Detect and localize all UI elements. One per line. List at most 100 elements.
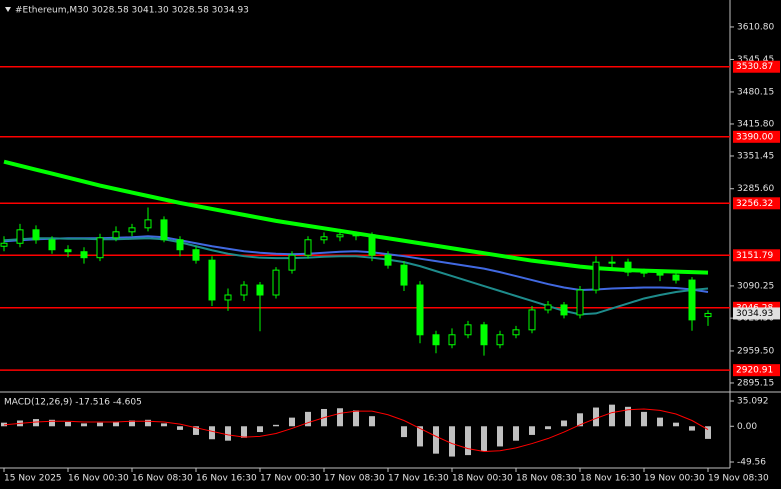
x-tick-label: 19 Nov 08:30 (708, 474, 769, 484)
x-tick-label: 18 Nov 08:30 (516, 474, 577, 484)
x-tick-label: 17 Nov 08:30 (324, 474, 385, 484)
histogram-bar (529, 426, 535, 435)
candle-body (400, 264, 408, 286)
last-price-box (733, 307, 780, 320)
x-tick-label: 18 Nov 16:30 (580, 474, 641, 484)
histogram-bar (257, 426, 263, 433)
x-tick-label: 16 Nov 08:30 (132, 474, 193, 484)
histogram-bar (129, 420, 135, 427)
x-tick-label: 18 Nov 00:30 (452, 474, 513, 484)
menu-arrow[interactable] (5, 7, 11, 12)
histogram-bar (337, 408, 343, 427)
level-box (733, 249, 780, 262)
histogram-bar (561, 420, 567, 427)
candle-body (352, 234, 360, 237)
level-box (733, 60, 780, 73)
level-label: 3390.00 (736, 132, 773, 142)
candle-body (688, 279, 696, 321)
y-tick-label: 35.092 (737, 396, 769, 406)
histogram-bar (353, 410, 359, 427)
candle-body (496, 334, 504, 346)
level-label: 3151.79 (736, 251, 773, 261)
histogram-bar (209, 426, 215, 440)
histogram-bar (289, 417, 295, 427)
candle-body (240, 284, 248, 296)
histogram-bar (609, 404, 615, 427)
candle-body (624, 261, 632, 273)
y-tick-label: 3480.15 (737, 87, 774, 97)
candle-body (528, 309, 536, 331)
candle-body (544, 304, 552, 311)
candle-body (32, 229, 40, 241)
candle-body (464, 324, 472, 336)
candle-body (176, 239, 184, 251)
candle-body (432, 334, 440, 346)
y-tick-label: 0.00 (737, 422, 757, 432)
y-tick-label: 3415.80 (737, 119, 774, 129)
y-tick-label: 3285.60 (737, 184, 774, 194)
candle-body (640, 271, 648, 274)
level-label: 2920.91 (736, 366, 773, 376)
histogram-bar (273, 424, 279, 427)
level-box (733, 130, 780, 143)
candle-body (0, 242, 8, 247)
histogram-bar (593, 407, 599, 427)
histogram-bar (657, 417, 663, 427)
candle-body (128, 227, 136, 233)
y-tick-label: 3351.45 (737, 151, 774, 161)
y-tick-label: 2895.15 (737, 378, 774, 388)
histogram-bar (305, 411, 311, 427)
candle-body (144, 219, 152, 229)
y-tick-label: 2959.50 (737, 346, 774, 356)
histogram-bar (65, 421, 71, 427)
histogram-bar (481, 426, 487, 452)
histogram-bar (145, 419, 151, 427)
histogram-bar (513, 426, 519, 441)
histogram-bar (673, 422, 679, 427)
candle-body (704, 312, 712, 318)
candle-body (368, 234, 376, 256)
candle-body (656, 271, 664, 276)
histogram-bar (417, 426, 423, 447)
histogram-bar (97, 422, 103, 427)
candle-body (576, 289, 584, 316)
signal-line (3, 408, 709, 452)
candle-body (48, 239, 56, 251)
x-tick-label: 19 Nov 00:30 (644, 474, 705, 484)
candle-body (560, 304, 568, 316)
moving-average (3, 237, 709, 316)
histogram-bar (433, 426, 439, 454)
candle-body (608, 261, 616, 264)
candle-body (304, 239, 312, 256)
candle-body (592, 261, 600, 291)
histogram-bar (369, 416, 375, 427)
y-tick-label: 3610.80 (737, 22, 774, 32)
candle-body (224, 294, 232, 301)
last-price-label: 3034.93 (736, 309, 773, 319)
histogram-bar (49, 419, 55, 427)
candle-body (448, 334, 456, 346)
candle-body (480, 324, 488, 346)
x-tick-label: 16 Nov 00:30 (68, 474, 129, 484)
candle-body (208, 259, 216, 301)
histogram-bar (465, 426, 471, 456)
histogram-bar (545, 426, 551, 430)
y-tick-label: 3545.45 (737, 55, 774, 65)
histogram-bar (705, 426, 711, 439)
level-box (733, 197, 780, 210)
candle-body (256, 284, 264, 296)
candle-body (64, 249, 72, 253)
candle-body (80, 251, 88, 259)
moving-average (3, 235, 709, 293)
indicator-title: MACD(12,26,9) -17.516 -4.605 (4, 398, 142, 408)
candle-body (192, 249, 200, 261)
candle-body (672, 274, 680, 281)
y-tick-label: 3090.25 (737, 281, 774, 291)
candle-body (320, 236, 328, 241)
candle-body (384, 254, 392, 266)
histogram-bar (177, 426, 183, 430)
histogram-bar (225, 426, 231, 441)
histogram-bar (113, 421, 119, 427)
